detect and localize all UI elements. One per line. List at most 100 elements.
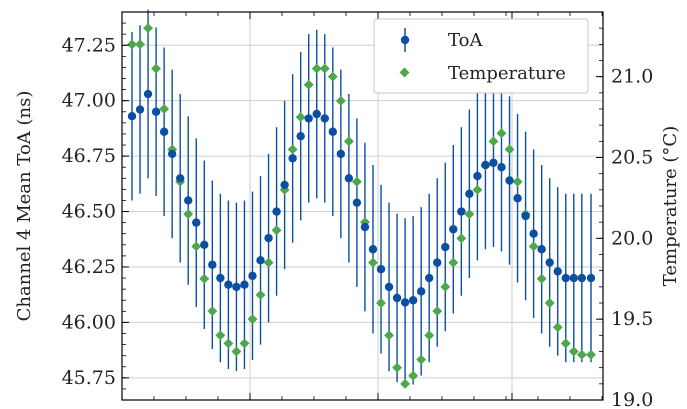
temperature-point [512,176,523,187]
legend-toa-label: ToA [448,30,483,51]
toa-point [561,273,570,283]
toa-point [408,296,418,305]
toa-point [200,240,209,249]
temperature-point [400,378,411,389]
toa-point [224,280,233,289]
toa-point [240,280,249,289]
toa-point [513,194,522,203]
toa-point [151,107,161,116]
toa-point [400,298,410,307]
toa-point [280,180,289,190]
temperature-point [472,184,483,195]
temperature-point [127,39,137,50]
left-axis-title: Channel 4 Mean ToA (ns) [14,91,35,322]
temperature-point [159,104,170,114]
temperature-point [424,330,435,341]
right-tick-label: 21.0 [611,66,653,88]
right-tick-labels: 19.0 19.5 20.0 20.5 21.0 [611,66,653,409]
toa-point [569,273,578,283]
toa-point [449,225,458,234]
temperature-point [440,281,451,292]
temperature-point [295,112,306,123]
temperature-point [231,346,242,357]
toa-point [360,222,370,232]
temperature-point [488,136,499,147]
temperature-point [560,338,571,349]
toa-point [248,271,257,281]
toa-series [127,89,596,307]
toa-point [497,163,506,172]
temperature-point [368,257,378,268]
temperature-point [207,306,218,317]
legend-temperature-label: Temperature [448,63,566,84]
toa-point [328,127,338,136]
temperature-point [586,349,596,360]
toa-point [416,287,426,296]
temperature-point [392,362,403,373]
temperature-point [215,330,226,341]
temperature-point [143,23,154,34]
toa-point [489,158,498,167]
toa-point [344,174,354,183]
toa-point [537,245,546,254]
left-tick-label: 47.00 [62,90,116,112]
temperature-point [496,128,507,139]
temperature-point [247,314,258,325]
toa-point [352,198,362,207]
toa-point [184,196,193,205]
temperature-point [536,273,547,284]
temperature-point [151,63,162,74]
temperature-point [183,209,194,220]
left-tick-label: 46.00 [62,311,116,333]
right-tick-label: 20.5 [611,147,653,169]
temperature-point [456,233,467,244]
toa-point [320,114,329,123]
temperature-point [263,257,274,268]
left-tick-label: 46.50 [62,201,116,223]
toa-point [208,260,217,269]
temperature-point [576,349,587,360]
temperature-point [416,354,427,365]
toa-point [425,273,434,283]
temperature-point [343,136,354,147]
toa-point [256,256,265,265]
temperature-series [127,23,596,389]
temperature-point [239,338,250,349]
temperature-point [135,39,145,50]
toa-point [433,258,442,267]
toa-point [392,293,402,303]
toa-point [521,211,530,221]
toa-point [577,273,587,283]
toa-point [384,282,394,292]
toa-point [143,89,153,99]
temperature-point [432,306,443,317]
toa-point [264,233,273,243]
temperature-point [464,209,475,220]
temperature-point [351,176,362,187]
temperature-point [327,71,338,82]
temperature-point [255,289,266,300]
temperature-point [448,257,459,268]
left-tick-label: 45.75 [62,367,116,389]
toa-point [192,218,201,227]
toa-point [288,154,297,163]
toa-point [296,131,305,141]
temperature-point [552,322,563,333]
toa-point [304,114,313,123]
toa-point [376,264,386,274]
temperature-point [319,63,330,74]
toa-point [465,189,474,199]
toa-point [473,171,482,181]
temperature-point [191,241,202,252]
toa-point [312,109,321,119]
toa-point [505,176,514,185]
temperature-point [568,346,579,357]
right-axis-title: Temperature (°C) [660,126,681,286]
temperature-point [287,144,298,155]
left-tick-label: 46.25 [62,256,116,278]
toa-point [457,207,466,216]
toa-point [586,273,596,283]
temperature-point [528,241,539,252]
toa-point [272,207,281,216]
